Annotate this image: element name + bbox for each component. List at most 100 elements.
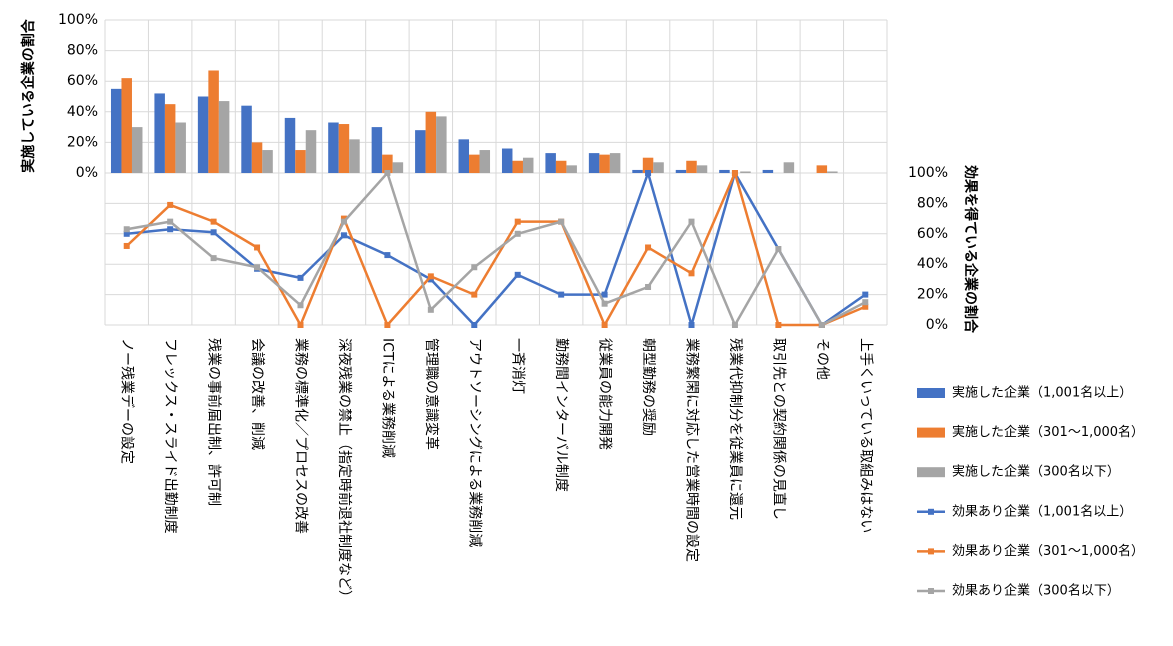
line-point-3-11 <box>558 218 565 225</box>
line-point-1-17 <box>862 291 869 298</box>
bar-3-1 <box>131 127 143 173</box>
line-point-3-9 <box>471 264 478 271</box>
category-label: 一斉消灯 <box>510 338 526 394</box>
bar-1-12 <box>588 153 600 173</box>
legend-item-3: 実施した企業（300名以下） <box>917 464 1120 480</box>
line-axis-tick: 60% <box>917 226 948 242</box>
line-point-1-12 <box>601 291 608 298</box>
line-point-1-2 <box>167 226 174 233</box>
bar-3-5 <box>305 130 317 173</box>
bar-1-5 <box>284 117 296 173</box>
bar-2-4 <box>251 142 263 173</box>
line-series-2 <box>125 171 866 327</box>
tick-layer: 0% 20% 40% 60% 80% 100% 0% 20% 40% 60% 80% 100% <box>58 12 948 333</box>
line-point-1-9 <box>471 322 478 328</box>
bar-3-17 <box>827 171 838 173</box>
bar-axis-tick: 100% <box>58 12 98 28</box>
line-point-3-8 <box>427 306 434 313</box>
bar-1-9 <box>458 139 470 173</box>
line-point-2-6 <box>340 215 347 222</box>
category-label: 残業の事前届出制、許可制 <box>206 338 223 506</box>
bar-3-15 <box>740 171 751 173</box>
bar-1-1 <box>110 88 122 173</box>
bar-3-7 <box>392 162 404 173</box>
line-point-2-7 <box>384 322 391 328</box>
line-axis-tick: 20% <box>917 287 948 303</box>
category-label: 深夜残業の禁止（指定時前退社制度など） <box>336 338 353 604</box>
bar-2-11 <box>555 160 567 173</box>
bar-axis-tick: 0% <box>76 165 98 181</box>
bar-1-15 <box>719 169 730 173</box>
line-point-1-11 <box>558 291 565 298</box>
line-series-3 <box>126 171 866 327</box>
category-label: 勤務間インターバル制度 <box>553 338 569 492</box>
bar-1-13 <box>632 169 643 173</box>
bar-2-13 <box>642 157 654 173</box>
bar-3-6 <box>349 139 360 173</box>
line-point-2-4 <box>254 244 261 251</box>
bar-axis-tick: 60% <box>67 73 98 89</box>
category-label: アウトソーシングによる業務削減 <box>466 338 483 547</box>
legend-item-5: 効果あり企業（301～1,000名） <box>917 543 1144 559</box>
line-point-2-1 <box>123 242 130 249</box>
bar-3-10 <box>522 157 534 173</box>
bar-layer <box>110 70 838 173</box>
category-label-layer: ノー残業デーの設定 フレックス・スライド出勤制度 残業の事前届出制、許可制 会議の改善… <box>119 338 874 604</box>
bar-2-6 <box>338 124 350 173</box>
legend-item-4: 効果あり企業（1,001名以上） <box>917 503 1132 519</box>
bar-1-7 <box>371 127 383 173</box>
line-point-1-14 <box>688 322 695 328</box>
line-point-2-15 <box>731 170 738 176</box>
legend-item-1: 実施した企業（1,001名以上） <box>917 385 1132 401</box>
line-point-3-15 <box>731 322 738 328</box>
bar-3-8 <box>436 116 447 173</box>
line-point-2-12 <box>601 322 608 328</box>
legend-marker <box>928 588 934 594</box>
line-point-3-1 <box>123 226 130 233</box>
legend-label: 実施した企業（301～1,000名） <box>952 424 1144 440</box>
category-label: 従業員の能力開発 <box>597 338 613 450</box>
line-point-3-10 <box>514 230 521 237</box>
line-point-3-2 <box>167 218 174 225</box>
bar-1-4 <box>241 105 252 173</box>
line-point-3-16 <box>775 246 782 252</box>
bar-3-13 <box>653 162 664 173</box>
bar-1-16 <box>762 169 774 173</box>
legend: 実施した企業（1,001名以上） 実施した企業（301～1,000名） 実施した企業… <box>917 385 1144 599</box>
line-point-1-10 <box>514 271 521 278</box>
line-point-1-13 <box>645 170 652 176</box>
line-axis-tick: 100% <box>908 165 948 181</box>
line-point-3-7 <box>384 170 391 176</box>
line-point-1-8 <box>427 276 434 283</box>
line-point-3-5 <box>297 302 304 309</box>
line-point-2-8 <box>427 273 434 280</box>
bar-2-17 <box>816 165 828 173</box>
bar-axis-tick: 20% <box>67 134 98 150</box>
bar-axis-title: 実施している企業の割合 <box>20 18 37 173</box>
category-label: 上手くいっている取組みはない <box>857 338 873 533</box>
line-point-3-6 <box>340 218 347 225</box>
line-point-2-16 <box>775 322 782 328</box>
bar-2-1 <box>121 78 132 173</box>
bar-3-3 <box>218 101 230 173</box>
category-label: ICTによる業務削減 <box>379 338 396 458</box>
line-point-1-3 <box>210 229 217 236</box>
bar-axis-tick: 80% <box>67 43 98 59</box>
legend-label: 効果あり企業（1,001名以上） <box>952 503 1132 519</box>
category-label: 取引先との契約関係の見直し <box>770 338 787 520</box>
bar-1-8 <box>415 130 426 173</box>
line-axis-tick: 40% <box>917 256 948 272</box>
line-point-3-3 <box>210 255 217 262</box>
category-label: フレックス・スライド出勤制度 <box>162 338 178 534</box>
bar-1-3 <box>197 96 209 173</box>
bar-2-14 <box>686 160 697 173</box>
bar-1-2 <box>154 93 165 173</box>
legend-label: 効果あり企業（301～1,000名） <box>952 543 1144 559</box>
line-axis-tick: 0% <box>926 317 948 333</box>
line-point-2-10 <box>514 218 521 225</box>
bar-3-12 <box>609 153 621 173</box>
bar-3-11 <box>566 165 577 173</box>
line-point-1-7 <box>384 252 391 259</box>
line-point-2-3 <box>210 218 217 225</box>
